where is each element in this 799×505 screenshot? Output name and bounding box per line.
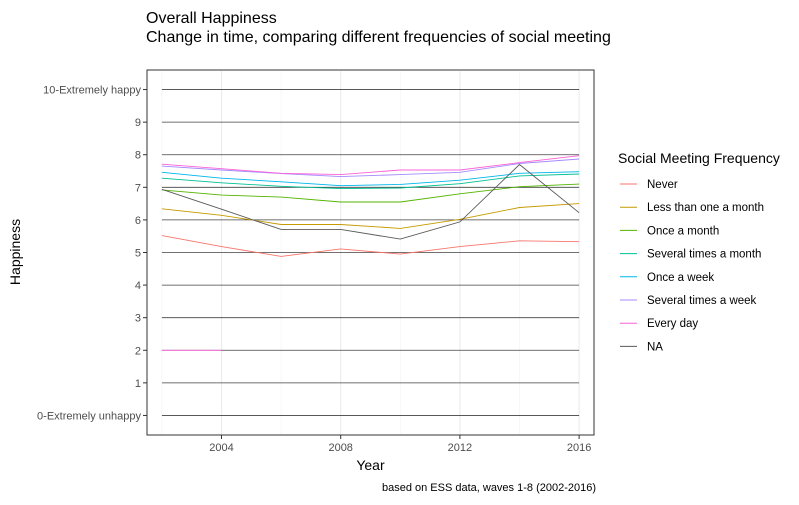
y-tick-label: 3: [135, 313, 141, 325]
series-line: [161, 163, 580, 240]
y-tick-label: 6: [135, 215, 141, 227]
grid-major: [161, 71, 580, 434]
series-line: [161, 155, 580, 176]
chart-title: Overall Happiness: [146, 10, 277, 27]
series-lines: [161, 155, 580, 351]
series-line: [161, 183, 580, 203]
y-tick-label: 9: [135, 117, 141, 129]
legend-label: Less than one a month: [647, 202, 764, 214]
legend-label: Several times a month: [647, 249, 761, 261]
series-line: [161, 173, 580, 190]
chart-caption: based on ESS data, waves 1-8 (2002-2016): [382, 482, 596, 494]
x-tick-label: 2008: [328, 442, 352, 454]
x-axis: 2004 2008 2012 2016: [209, 435, 591, 454]
y-axis-label: Happiness: [7, 219, 23, 285]
y-tick-label: 10-Extremely happy: [43, 85, 141, 97]
legend-label: Never: [647, 179, 678, 191]
x-axis-label: Year: [356, 457, 385, 473]
legend-item: Several times a month: [620, 249, 761, 261]
legend-item: NA: [620, 341, 663, 353]
legend-item: Once a month: [620, 225, 719, 237]
y-axis: 0-Extremely unhappy 1 2 3 4 5 6 7 8 9 10-Extremely…: [37, 85, 147, 422]
y-tick-label: 4: [135, 280, 141, 292]
y-tick-label: 0-Extremely unhappy: [37, 410, 141, 422]
y-tick-label: 2: [135, 345, 141, 357]
x-tick-label: 2004: [209, 442, 233, 454]
legend-item: Less than one a month: [620, 202, 764, 214]
series-line: [161, 235, 580, 257]
x-tick-label: 2016: [567, 442, 591, 454]
legend-items: Never Less than one a month Once a month Se…: [620, 179, 764, 353]
legend-title: Social Meeting Frequency: [618, 150, 780, 166]
legend-label: Once a week: [647, 272, 714, 284]
y-tick-label: 7: [135, 182, 141, 194]
series-line: [161, 203, 580, 229]
chart-subtitle: Change in time, comparing different freq…: [146, 29, 611, 46]
x-tick-label: 2012: [448, 442, 472, 454]
legend-item: Once a week: [620, 272, 714, 284]
y-tick-label: 1: [135, 378, 141, 390]
legend-label: Every day: [647, 318, 698, 330]
legend-label: NA: [647, 341, 663, 353]
legend-label: Once a month: [647, 225, 719, 237]
legend-item: Several times a week: [620, 295, 757, 307]
series-line: [161, 158, 580, 178]
legend-label: Several times a week: [647, 295, 757, 307]
y-tick-label: 8: [135, 150, 141, 162]
y-tick-label: 5: [135, 248, 141, 260]
legend: Social Meeting Frequency Never Less than …: [618, 150, 780, 353]
legend-item: Every day: [620, 318, 698, 330]
legend-item: Never: [620, 179, 678, 191]
